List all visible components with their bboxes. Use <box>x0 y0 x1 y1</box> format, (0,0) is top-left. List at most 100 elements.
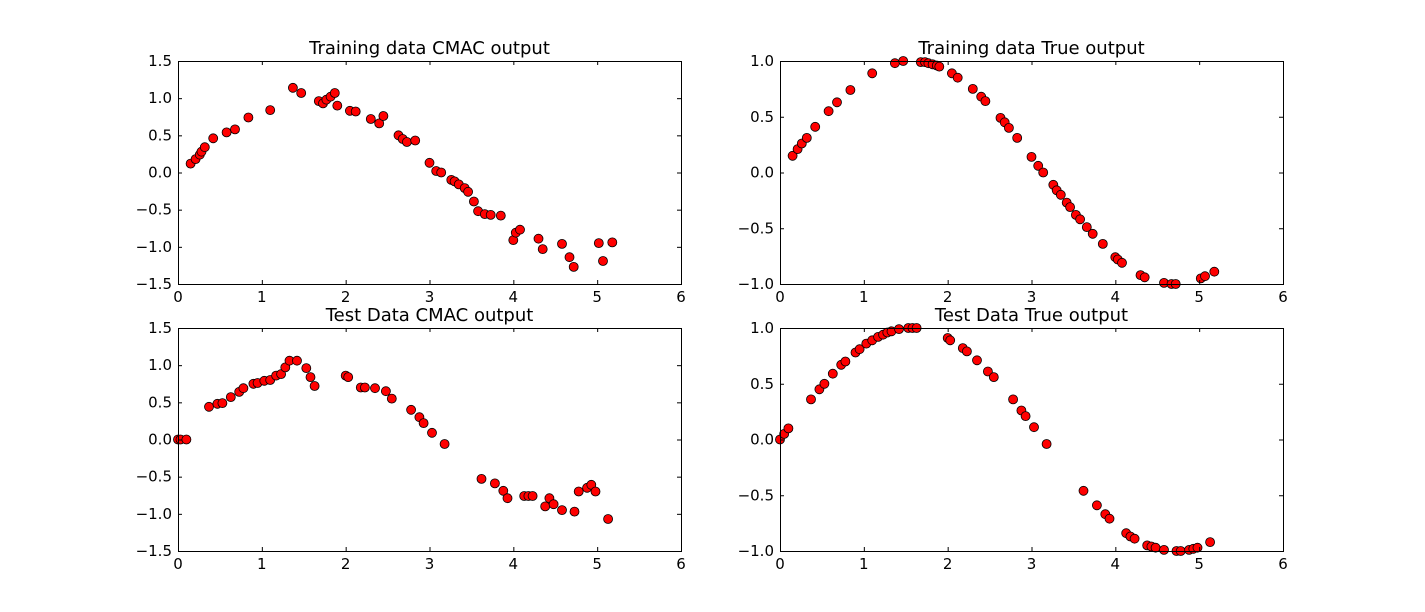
subplot-title: Test Data True output <box>934 305 1128 326</box>
data-point <box>406 404 417 415</box>
data-point <box>854 344 865 355</box>
y-tick-label: 0.5 <box>750 108 774 126</box>
x-tick-label: 0 <box>173 555 183 573</box>
x-tick-label: 0 <box>775 555 785 573</box>
y-tick-label: 1.5 <box>148 52 172 70</box>
x-tick-label: 5 <box>1194 288 1204 306</box>
data-point <box>418 418 429 429</box>
x-tick-label: 6 <box>676 555 686 573</box>
x-tick-label: 2 <box>943 288 953 306</box>
axes-frame <box>780 328 1284 552</box>
data-point <box>305 372 316 383</box>
data-point <box>840 356 851 367</box>
data-point <box>386 393 397 404</box>
y-tick-label: 0.5 <box>148 393 172 411</box>
data-point <box>436 167 447 178</box>
y-tick-label: −1.0 <box>738 542 774 560</box>
x-tick-label: 2 <box>341 555 351 573</box>
data-point <box>983 366 993 377</box>
data-point <box>287 82 298 93</box>
y-tick-label: −0.5 <box>136 201 172 219</box>
y-tick-label: −1.5 <box>136 542 172 560</box>
x-tick-label: 3 <box>425 555 435 573</box>
x-tick-label: 5 <box>592 555 602 573</box>
data-point <box>806 394 816 405</box>
y-tick-label: −0.5 <box>136 468 172 486</box>
data-point <box>1081 222 1092 233</box>
data-point <box>243 112 254 123</box>
data-point <box>427 427 437 438</box>
subplot-title: Training data True output <box>917 38 1144 59</box>
subplot-title: Test Data CMAC output <box>325 305 534 326</box>
x-tick-label: 6 <box>1278 288 1288 306</box>
data-point <box>1012 132 1023 143</box>
y-tick-label: 0.0 <box>750 164 774 182</box>
data-point <box>1041 439 1052 449</box>
data-point <box>845 85 856 95</box>
y-tick-label: −1.0 <box>136 238 172 256</box>
axes-frame <box>178 61 682 285</box>
y-tick-label: −1.0 <box>738 275 774 293</box>
data-point <box>221 127 232 138</box>
subplot-4: Test Data True output 0 1 2 3 4 5 6 −1.0 −0.5 0.0 0… <box>738 305 1288 573</box>
data-point <box>787 150 798 161</box>
x-tick-label: 0 <box>775 288 785 306</box>
data-point <box>557 238 567 249</box>
data-point <box>972 355 982 366</box>
data-point <box>515 224 525 235</box>
data-point <box>1150 542 1161 553</box>
data-point <box>1092 500 1102 511</box>
data-point <box>1026 151 1037 162</box>
x-tick-label: 6 <box>676 288 686 306</box>
x-tick-label: 1 <box>859 288 869 306</box>
data-point <box>265 105 276 115</box>
y-tick-label: −1.0 <box>136 505 172 523</box>
data-point <box>332 100 343 111</box>
y-tick-label: 1.5 <box>148 319 172 337</box>
data-point <box>810 121 821 132</box>
subplot-3: Test Data CMAC output 0 1 2 3 4 5 6 −1.5 −1.0 −0.5… <box>136 305 686 573</box>
y-tick-label: 1.0 <box>148 89 172 107</box>
subplot-1: Training data CMAC output 0 1 2 3 4 5 6 −1.5 −1.0… <box>136 38 686 306</box>
y-tick-label: 0.0 <box>148 164 172 182</box>
data-point <box>374 118 385 129</box>
x-tick-label: 4 <box>1111 288 1121 306</box>
data-point <box>230 124 240 135</box>
data-point <box>489 478 500 489</box>
x-tick-label: 4 <box>509 288 519 306</box>
data-point <box>823 106 834 117</box>
data-points <box>173 355 613 524</box>
data-points <box>185 82 618 272</box>
data-point <box>1038 167 1049 178</box>
data-point <box>1075 214 1085 225</box>
data-point <box>801 132 812 143</box>
data-point <box>378 111 389 121</box>
data-point <box>540 501 551 512</box>
data-point <box>537 244 548 255</box>
data-point <box>410 135 421 146</box>
data-point <box>495 210 506 221</box>
data-point <box>1209 266 1220 277</box>
y-tick-label: −0.5 <box>738 219 774 237</box>
data-point <box>1139 272 1150 283</box>
x-tick-label: 2 <box>341 288 351 306</box>
x-tick-label: 5 <box>1194 555 1204 573</box>
data-point <box>819 378 830 389</box>
data-point <box>867 68 878 79</box>
data-point <box>1078 485 1089 496</box>
x-tick-label: 3 <box>1027 555 1037 573</box>
data-point <box>350 106 361 117</box>
y-tick-label: 1.0 <box>750 52 774 70</box>
data-point <box>967 84 978 94</box>
data-point <box>199 142 210 153</box>
data-point <box>1033 160 1044 171</box>
data-point <box>309 381 320 391</box>
data-point <box>401 137 412 147</box>
data-point <box>569 506 580 517</box>
data-point <box>832 97 842 108</box>
y-tick-label: 0.5 <box>148 126 172 144</box>
data-point <box>1104 513 1115 524</box>
data-point <box>590 486 601 497</box>
data-point <box>533 233 544 244</box>
x-tick-label: 4 <box>1111 555 1121 573</box>
